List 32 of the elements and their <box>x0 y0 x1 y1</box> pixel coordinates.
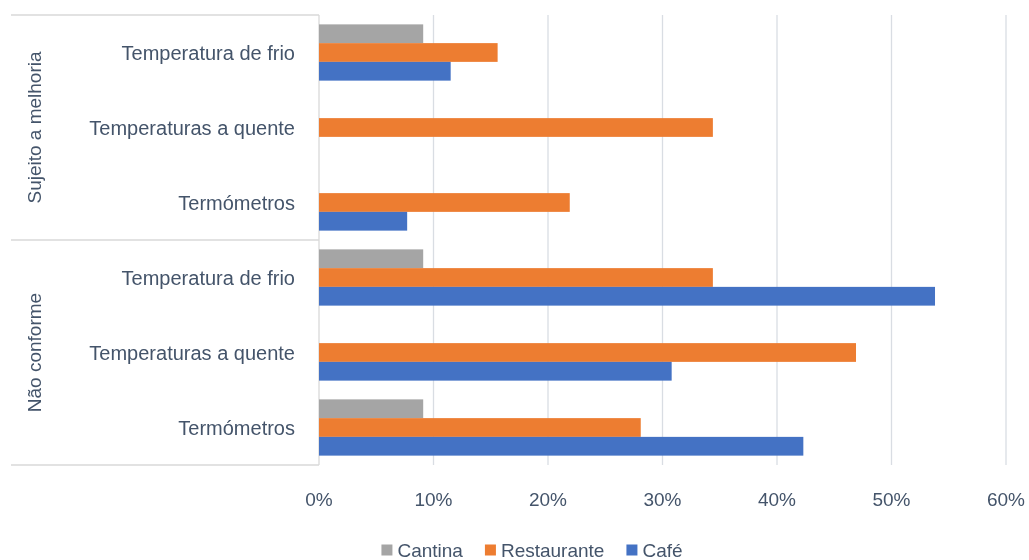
x-tick-label: 0% <box>305 488 333 510</box>
y-tick-label: Temperatura de frio <box>121 266 295 289</box>
x-tick-label: 10% <box>414 488 453 510</box>
bar <box>319 418 641 437</box>
bar <box>319 436 804 456</box>
bar <box>319 286 936 306</box>
x-tick-label: 20% <box>528 488 568 510</box>
bar <box>319 61 451 81</box>
bar <box>319 343 857 362</box>
x-tick-label: 30% <box>643 488 682 510</box>
x-tick-label: 40% <box>757 488 797 510</box>
bar <box>319 24 424 44</box>
x-tick-label: 50% <box>872 488 911 510</box>
legend-label: Restaurante <box>500 539 605 560</box>
bar <box>319 268 713 287</box>
x-tick-label: 60% <box>986 488 1026 510</box>
text: Não conforme <box>23 292 45 413</box>
bar <box>319 361 672 381</box>
bar <box>319 118 713 137</box>
text: Sujeito a melhoria <box>23 51 45 204</box>
bar <box>319 211 408 231</box>
y-tick-label: Termómetros <box>178 191 295 214</box>
bar <box>319 399 424 419</box>
bar <box>319 43 498 62</box>
bar <box>319 193 570 212</box>
legend-label: Cantina <box>397 539 464 560</box>
bar <box>319 249 424 269</box>
y-tick-label: Temperaturas a quente <box>89 116 295 139</box>
legend-label: Café <box>642 539 683 560</box>
y-tick-label: Temperatura de frio <box>121 41 295 64</box>
y-tick-label: Temperaturas a quente <box>89 341 295 364</box>
y-tick-label: Termómetros <box>178 416 295 439</box>
